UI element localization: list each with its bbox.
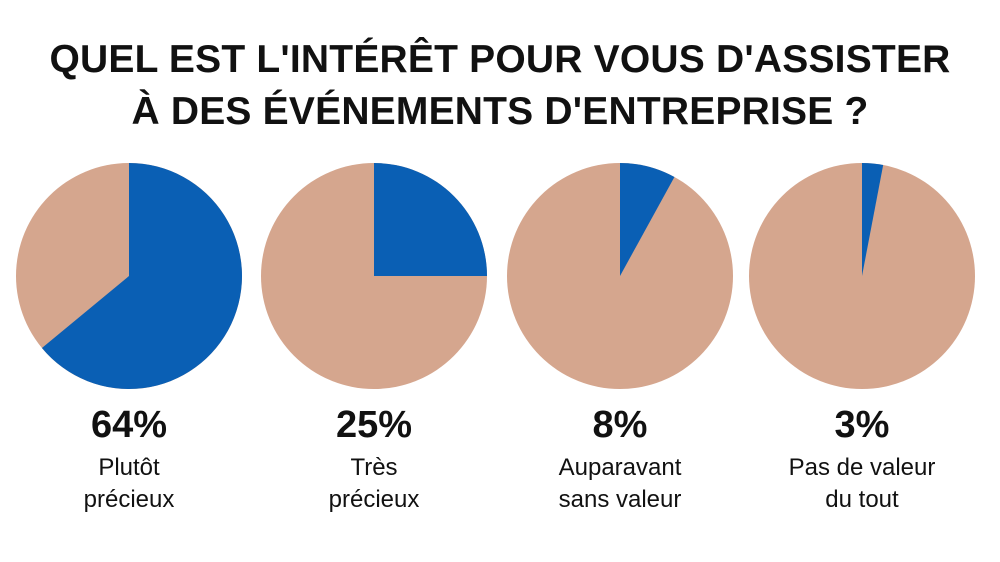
chart-title-line-2: À DES ÉVÉNEMENTS D'ENTREPRISE ? [131, 90, 869, 133]
pie-1-percent-label: 64% [90, 404, 168, 446]
pie-3-value-slice [620, 163, 675, 276]
chart-title-line-1: QUEL EST L'INTÉRÊT POUR VOUS D'ASSISTER [49, 38, 951, 81]
pie-4-percent-label: 3% [834, 404, 890, 446]
pie-3-percent-label: 8% [592, 404, 648, 446]
pie-1-label-line-2: précieux [83, 486, 175, 513]
pie-2-label-line-2: précieux [328, 486, 420, 513]
pie-2-percent-label: 25% [335, 404, 413, 446]
pie-3-label-line-2: sans valeur [558, 486, 682, 513]
pie-1-category-label: Plutôt précieux [9, 452, 249, 516]
pie-4-category-label: Pas de valeur du tout [742, 452, 982, 516]
pie-1-label-line-1: Plutôt [98, 454, 160, 481]
pie-3-label-line-1: Auparavant [558, 454, 682, 481]
pie-4-value-slice [862, 163, 884, 276]
pie-2-value-slice [374, 163, 487, 276]
pie-3-category-label: Auparavant sans valeur [500, 452, 740, 516]
pie-2-category-label: Très précieux [254, 452, 494, 516]
pie-4-label-line-2: du tout [825, 486, 899, 513]
pie-chart-3 [507, 163, 733, 389]
pie-chart-1 [16, 163, 242, 389]
pie-chart-2 [261, 163, 487, 389]
pie-4-label-line-1: Pas de valeur [788, 454, 936, 481]
pie-1-value-slice [41, 163, 242, 389]
pie-2-label-line-1: Très [350, 454, 398, 481]
pie-chart-4 [749, 163, 975, 389]
chart-title: QUEL EST L'INTÉRÊT POUR VOUS D'ASSISTER … [0, 34, 1000, 138]
